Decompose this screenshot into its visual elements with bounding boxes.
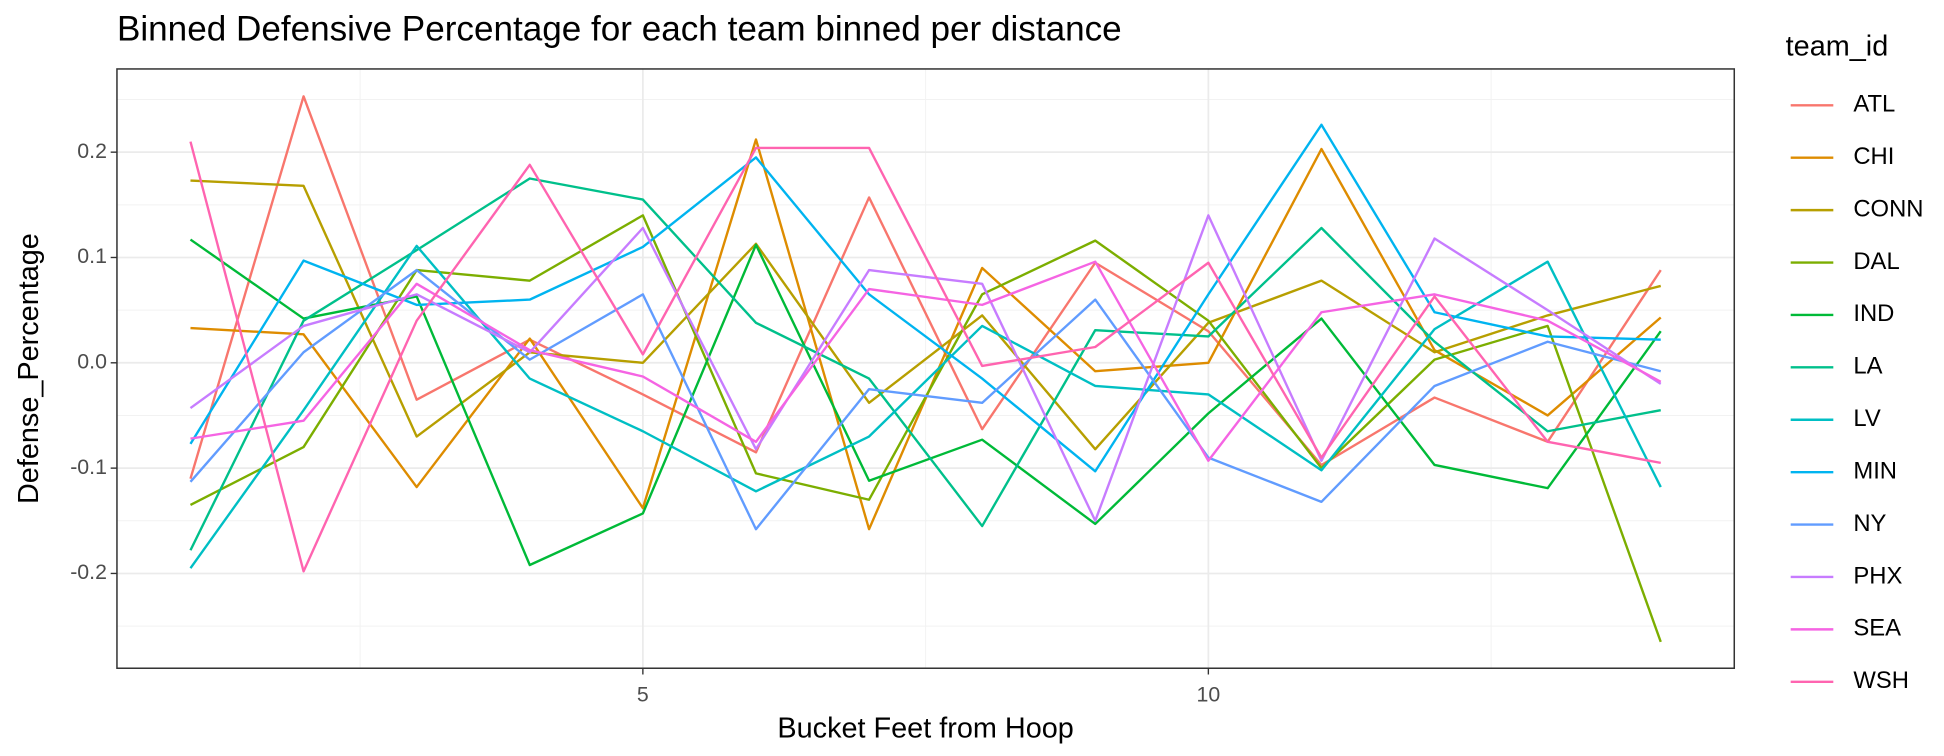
legend-label: MIN — [1853, 457, 1897, 484]
legend-label: PHX — [1853, 562, 1902, 589]
y-tick-label: 0.2 — [77, 139, 107, 163]
x-tick-label: 5 — [637, 682, 649, 706]
y-tick-label: 0.1 — [77, 244, 107, 268]
chart-title: Binned Defensive Percentage for each tea… — [117, 10, 1122, 49]
legend: ATL CHI CONN DAL IND LA LV MIN NY PHX SEA WSH — [1790, 91, 1923, 694]
legend-label: LA — [1853, 353, 1882, 380]
legend-label: SEA — [1853, 615, 1901, 642]
x-tick-label: 10 — [1197, 682, 1221, 706]
y-axis-label: Defense_Percentage — [13, 233, 45, 504]
legend-label: DAL — [1853, 248, 1899, 275]
x-axis-label: Bucket Feet from Hoop — [777, 712, 1073, 744]
y-tick-label: -0.2 — [70, 560, 107, 584]
grid — [116, 68, 1735, 669]
series-line — [189, 95, 1662, 479]
series-line — [189, 238, 1662, 567]
plot-lines — [189, 95, 1662, 643]
series-line — [189, 214, 1662, 522]
axes: -0.2 -0.1 0.0 0.1 0.2 5 10 — [70, 139, 1220, 707]
legend-title: team_id — [1786, 30, 1889, 62]
series-line — [190, 179, 1662, 451]
series-line — [189, 268, 1662, 531]
legend-label: ATL — [1853, 91, 1895, 118]
legend-label: WSH — [1853, 667, 1909, 694]
legend-label: LV — [1853, 405, 1880, 432]
panel-border — [116, 68, 1736, 669]
y-tick-label: 0.0 — [77, 349, 107, 373]
legend-label: IND — [1853, 300, 1894, 327]
series-line — [189, 141, 1661, 573]
legend-label: CONN — [1853, 195, 1923, 222]
series-line — [189, 244, 1662, 569]
y-tick-label: -0.1 — [70, 455, 107, 479]
legend-label: NY — [1853, 510, 1886, 537]
legend-label: CHI — [1853, 143, 1894, 170]
